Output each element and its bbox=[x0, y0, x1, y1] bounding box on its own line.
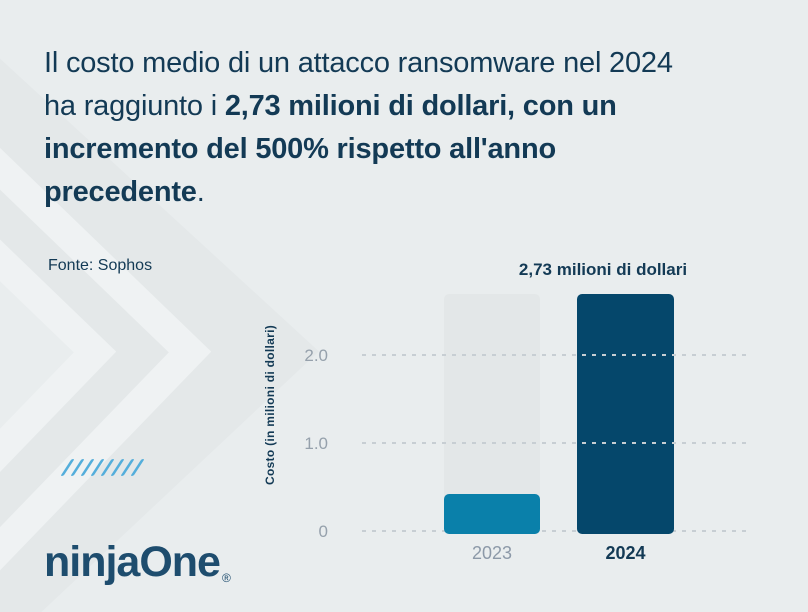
x-label-2024: 2024 bbox=[605, 543, 646, 563]
y-tick-1: 1.0 bbox=[304, 434, 328, 453]
headline: Il costo medio di un attacco ransomware … bbox=[44, 42, 692, 214]
gridline-1 bbox=[362, 442, 748, 444]
x-label-2023: 2023 bbox=[471, 543, 513, 563]
ninjaone-logo: ninjaOne ® bbox=[44, 538, 231, 587]
bar-value-annotation: 2,73 milioni di dollari bbox=[518, 260, 688, 279]
bar-2024 bbox=[577, 294, 674, 534]
headline-suffix: . bbox=[196, 176, 205, 208]
bar-2023 bbox=[444, 494, 540, 534]
y-tick-0: 0 bbox=[318, 522, 328, 541]
source-attribution: Fonte: Sophos bbox=[48, 257, 153, 274]
headline-bold-text: 2,73 milioni di dollari, con un incremen… bbox=[44, 90, 617, 208]
ninjaone-logo-text: ninjaOne bbox=[44, 538, 221, 586]
gridline-0 bbox=[362, 530, 748, 532]
y-tick-2: 2.0 bbox=[304, 346, 328, 365]
y-axis-label: Costo (in milioni di dollari) bbox=[263, 324, 277, 486]
headline-regular-text: Il costo medio di un attacco ransomware … bbox=[44, 47, 673, 122]
registered-trademark-icon: ® bbox=[221, 571, 231, 585]
gridline-2 bbox=[362, 354, 748, 356]
slashes-decoration bbox=[60, 459, 145, 476]
